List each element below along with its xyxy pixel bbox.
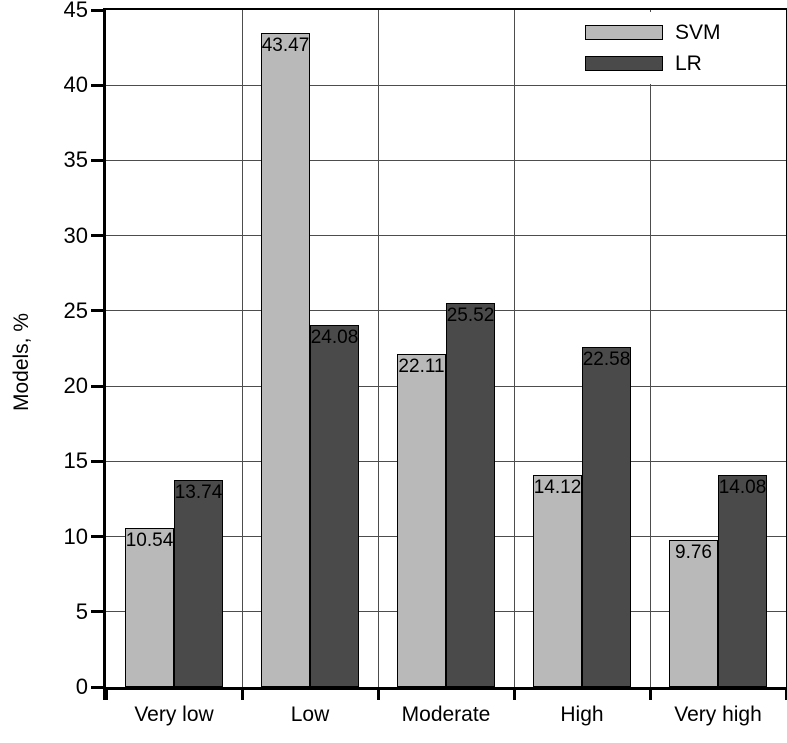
y-tick-15 — [91, 459, 103, 463]
x-category-label: Very low — [134, 703, 214, 726]
category-separator-4 — [649, 10, 651, 687]
y-tick-40 — [91, 83, 103, 87]
legend: SVM LR — [547, 12, 785, 84]
x-tick-3 — [512, 687, 516, 700]
legend-entry-svm: SVM — [585, 20, 785, 44]
bar-value-label: 22.58 — [582, 349, 631, 371]
y-tick-label-15: 15 — [63, 448, 88, 474]
bar-lr-3: 22.58 — [582, 347, 631, 687]
y-tick-0 — [91, 685, 103, 689]
y-tick-30 — [91, 234, 103, 238]
x-tick-2 — [376, 687, 380, 700]
bar-lr-0: 13.74 — [174, 480, 223, 687]
bar-value-label: 13.74 — [174, 482, 223, 504]
category-separator-1 — [241, 10, 243, 687]
bar-svm-1: 43.47 — [261, 33, 310, 687]
bar-value-label: 10.54 — [125, 530, 174, 552]
bar-lr-2: 25.52 — [446, 303, 495, 687]
y-tick-35 — [91, 158, 103, 162]
y-tick-45 — [91, 8, 103, 12]
y-tick-label-35: 35 — [63, 147, 88, 173]
legend-label-svm: SVM — [675, 20, 721, 44]
bar-value-label: 43.47 — [261, 35, 310, 57]
y-tick-label-0: 0 — [75, 674, 88, 699]
y-tick-label-25: 25 — [63, 297, 88, 323]
y-tick-label-30: 30 — [63, 222, 88, 248]
x-tick-1 — [240, 687, 244, 700]
y-tick-10 — [91, 535, 103, 539]
x-category-label: Moderate — [401, 703, 491, 726]
plot-top-border — [103, 8, 787, 10]
y-tick-label-45: 45 — [63, 0, 88, 22]
y-tick-20 — [91, 384, 103, 388]
x-category-label: Very high — [674, 703, 762, 726]
x-tick-0 — [104, 687, 108, 700]
bar-svm-2: 22.11 — [397, 354, 446, 687]
gridline-y-40 — [106, 84, 786, 86]
bar-lr-4: 14.08 — [718, 475, 767, 687]
y-axis-line — [103, 8, 106, 700]
x-axis-line — [103, 687, 787, 690]
category-separator-2 — [377, 10, 379, 687]
gridline-y-30 — [106, 235, 786, 237]
plot-area: 10.54 13.74 43.47 24.08 22.11 25.52 14.12 22.58… — [91, 8, 787, 700]
gridline-y-35 — [106, 159, 786, 161]
x-tick-4 — [648, 687, 652, 700]
bar-value-label: 24.08 — [310, 326, 359, 348]
y-tick-label-5: 5 — [75, 598, 88, 624]
category-separator-3 — [513, 10, 515, 687]
bar-lr-1: 24.08 — [310, 324, 359, 687]
bar-svm-4: 9.76 — [669, 540, 718, 687]
y-tick-25 — [91, 309, 103, 313]
x-category-label: Low — [290, 703, 330, 726]
y-axis-title: Models, % — [10, 312, 33, 412]
legend-swatch-lr — [585, 56, 663, 71]
bar-value-label: 14.08 — [718, 477, 767, 499]
bar-svm-3: 14.12 — [533, 474, 582, 687]
bar-value-label: 25.52 — [446, 305, 495, 327]
x-tick-5 — [784, 687, 787, 700]
bar-value-label: 22.11 — [398, 356, 445, 378]
legend-entry-lr: LR — [585, 51, 785, 75]
legend-label-lr: LR — [675, 51, 702, 75]
bar-value-label: 14.12 — [533, 476, 582, 498]
x-category-label: High — [560, 703, 604, 726]
y-tick-label-20: 20 — [63, 373, 88, 399]
bar-svm-0: 10.54 — [125, 528, 174, 687]
y-tick-5 — [91, 610, 103, 614]
bar-value-label: 9.76 — [675, 542, 712, 564]
y-tick-label-40: 40 — [63, 72, 88, 98]
legend-swatch-svm — [585, 25, 663, 40]
y-tick-label-10: 10 — [63, 523, 88, 549]
